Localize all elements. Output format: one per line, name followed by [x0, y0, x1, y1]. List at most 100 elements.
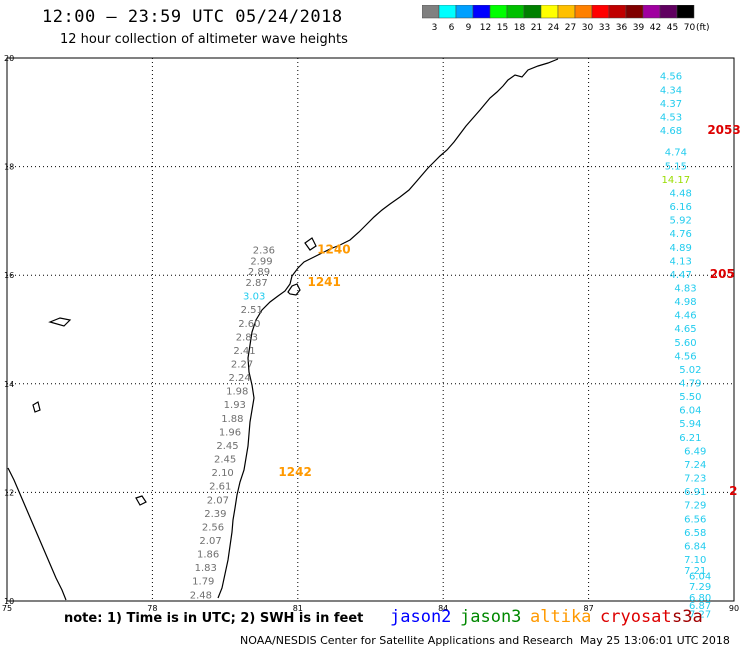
map-frame [6, 57, 735, 602]
page-subtitle: 12 hour collection of altimeter wave hei… [60, 32, 348, 47]
small-island-1 [48, 317, 72, 327]
color-bin-label: 42 [650, 23, 661, 33]
wave-height-value: 6.58 [684, 528, 706, 539]
page-title: 12:00 – 23:59 UTC 05/24/2018 [42, 7, 343, 27]
wave-height-value: 6.04 [679, 406, 701, 417]
wave-height-value: 4.74 [665, 148, 687, 159]
altimeter-tracks: 2.362.992.892.87 2.51 2.60 2.83 2.41 2.27 2.24… [190, 72, 711, 621]
india-east-coast [217, 58, 559, 599]
wave-height-value: 2.99 [250, 256, 272, 267]
color-bin-label: 3 [432, 23, 438, 33]
color-scale-legend: 3 6 9 12 15 18 21 24 27 30 33 36 39 42 45 70 (ft) [422, 5, 710, 33]
wave-height-value: 7.29 [689, 582, 711, 593]
wave-height-value: 4.56 [674, 351, 696, 362]
pass-time-label: 2053 [707, 123, 740, 137]
color-bin-label: 30 [582, 23, 594, 33]
wave-height-value: 2.41 [233, 346, 255, 357]
wave-height-value: 4.37 [660, 99, 682, 110]
pass-time-label: 205 [710, 267, 735, 281]
color-swatch [676, 5, 695, 19]
wave-height-value: 4.47 [670, 270, 692, 281]
godavari-delta [287, 283, 301, 296]
lon-tick-label: 87 [584, 604, 594, 613]
color-bin-label: 27 [565, 23, 576, 33]
color-bin-label: 36 [616, 23, 628, 33]
wave-height-value: 2.07 [207, 495, 229, 506]
lat-tick-label: 14 [4, 380, 14, 389]
small-island-2 [32, 401, 41, 413]
pass-time-label: 1242 [278, 465, 311, 479]
satellite-legend-s3a: s3a [672, 607, 703, 627]
wave-height-value: 2.48 [190, 590, 212, 601]
coastline [7, 58, 559, 601]
pass-time-label: 2 [729, 484, 737, 498]
credit-line: NOAA/NESDIS Center for Satellite Applica… [240, 634, 574, 647]
wave-height-value: 2.89 [248, 267, 270, 278]
wave-height-value: 3.03 [243, 292, 265, 303]
color-bin-label: 9 [466, 23, 472, 33]
wave-height-value: 6.91 [684, 487, 706, 498]
satellite-legend-jason2: jason2 [390, 607, 452, 627]
wave-height-value: 6.56 [684, 514, 706, 525]
color-bin-label: 24 [548, 23, 560, 33]
footnote: note: 1) Time is in UTC; 2) SWH is in fe… [64, 611, 364, 626]
wave-height-value: 2.27 [231, 360, 253, 371]
wave-height-value: 1.93 [224, 400, 246, 411]
wave-height-value: 14.17 [662, 175, 691, 186]
wave-height-value: 1.79 [192, 577, 214, 588]
wave-height-value: 4.68 [660, 126, 682, 137]
wave-height-value: 5.02 [679, 365, 701, 376]
color-bin-label: 6 [449, 23, 455, 33]
wave-height-value: 5.92 [670, 216, 692, 227]
wave-height-value: 7.24 [684, 460, 706, 471]
color-bin-label: 21 [531, 23, 542, 33]
wave-height-value: 6.16 [670, 202, 692, 213]
lat-tick-label: 12 [4, 488, 14, 497]
wave-height-value: 2.60 [238, 319, 260, 330]
wave-height-value: 4.98 [674, 297, 696, 308]
wave-height-value: 5.50 [679, 392, 701, 403]
wave-height-value: 1.88 [221, 414, 243, 425]
wave-height-value: 4.79 [679, 379, 701, 390]
wave-height-value: 2.39 [204, 509, 226, 520]
generated-timestamp: May 25 13:06:01 UTC 2018 [580, 634, 730, 647]
wave-height-value: 7.27 [689, 609, 711, 620]
krishna-delta [304, 237, 317, 251]
wave-height-value: 4.83 [674, 283, 696, 294]
satellite-legend-jason3: jason3 [460, 607, 522, 627]
lat-tick-label: 20 [4, 54, 14, 63]
pass-time-label: 1240 [317, 242, 350, 256]
wave-height-value: 6.21 [679, 433, 701, 444]
wave-height-value: 4.34 [660, 85, 682, 96]
lon-tick-label: 75 [2, 604, 12, 613]
lat-tick-label: 10 [4, 597, 14, 606]
small-island-3 [135, 495, 147, 506]
wave-height-value: 6.87 [689, 601, 711, 612]
lat-tick-label: 16 [4, 271, 14, 280]
wave-height-value: 1.86 [197, 550, 219, 561]
color-bin-label: 70 [684, 23, 696, 33]
wave-height-value: 1.98 [226, 387, 248, 398]
wave-height-value: 7.21 [684, 566, 706, 577]
color-bin-label: 39 [633, 23, 645, 33]
color-unit-label: (ft) [696, 23, 710, 33]
wave-height-value: 4.89 [670, 243, 692, 254]
west-coast [7, 467, 67, 601]
wave-height-value: 2.87 [245, 278, 267, 289]
color-bin-label: 12 [480, 23, 491, 33]
pass-time-label: 1241 [307, 275, 340, 289]
wave-height-value: 6.84 [684, 541, 706, 552]
satellite-legend-cryosat: cryosat [600, 607, 672, 627]
wave-height-value: 2.56 [202, 522, 224, 533]
wave-height-value: 7.23 [684, 474, 706, 485]
color-bin-label: 15 [497, 23, 508, 33]
wave-height-value: 2.07 [199, 536, 221, 547]
wave-height-value: 4.46 [674, 311, 696, 322]
wave-height-value: 4.56 [660, 72, 682, 83]
wave-height-value: 2.61 [209, 482, 231, 493]
color-bin-label: 45 [667, 23, 678, 33]
wave-height-value: 5.15 [665, 161, 687, 172]
wave-height-value: 1.96 [219, 427, 241, 438]
